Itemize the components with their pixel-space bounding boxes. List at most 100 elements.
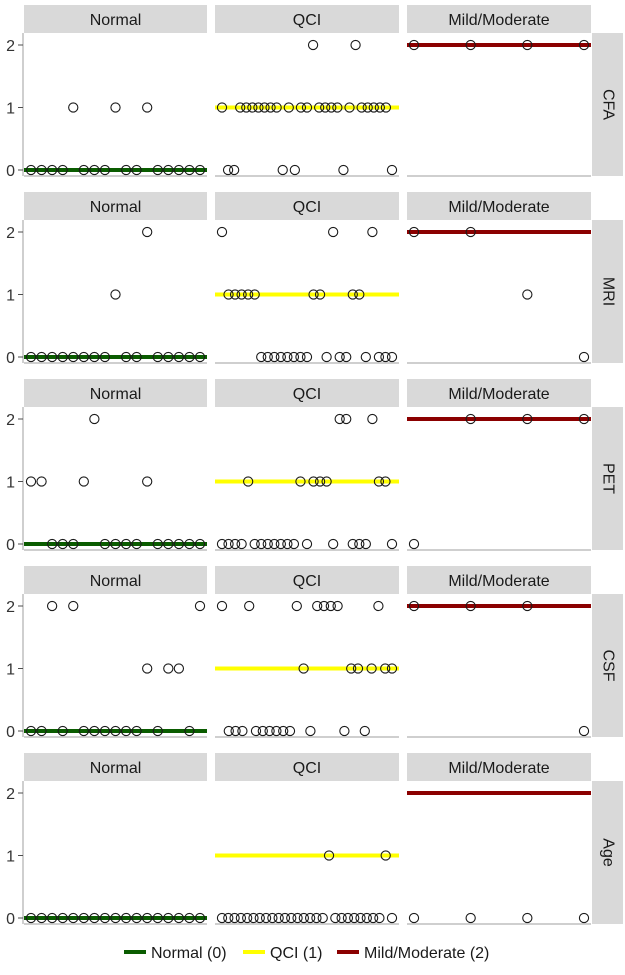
data-point-normal-age — [89, 912, 100, 924]
data-point-qci-pet — [341, 413, 352, 425]
data-point-qci-cfa — [277, 164, 288, 176]
strip-normal-mri — [24, 192, 207, 220]
data-point-normal-pet — [25, 476, 37, 487]
panel-bg — [407, 220, 591, 363]
data-point-qci-csf — [278, 725, 289, 737]
data-point-normal-mri — [194, 351, 206, 363]
strip-qci-pet — [215, 379, 399, 407]
data-point-normal-age — [142, 912, 153, 924]
data-point-normal-csf — [57, 725, 68, 737]
data-point-mild-moderate-pet — [465, 413, 476, 425]
data-point-qci-cfa — [386, 164, 398, 176]
data-point-normal-cfa — [68, 102, 79, 113]
data-point-normal-cfa — [131, 164, 142, 176]
data-point-normal-age — [184, 912, 195, 924]
data-point-normal-cfa — [25, 164, 37, 176]
data-point-normal-age — [68, 912, 79, 924]
data-point-qci-pet — [308, 476, 319, 487]
strip-qci-csf — [215, 566, 399, 594]
data-point-normal-mri — [36, 351, 47, 363]
data-point-qci-mri — [223, 289, 234, 300]
data-point-qci-age — [374, 912, 385, 924]
y-tick-label: 2 — [6, 225, 15, 242]
data-point-qci-mri — [295, 351, 306, 363]
data-point-qci-csf — [332, 600, 343, 612]
data-point-normal-age — [78, 912, 89, 924]
data-point-qci-mri — [243, 289, 254, 300]
data-point-qci-mri — [216, 226, 228, 238]
data-point-normal-age — [57, 912, 68, 924]
data-point-qci-cfa — [247, 102, 258, 113]
data-point-qci-age — [216, 912, 228, 924]
data-point-normal-mri — [152, 351, 163, 363]
data-point-qci-age — [229, 912, 240, 924]
data-point-mild-moderate-csf — [465, 600, 476, 612]
data-point-qci-mri — [269, 351, 280, 363]
row-label-cfa: CFA — [599, 89, 616, 120]
data-point-qci-cfa — [222, 164, 234, 176]
row-label-age: Age — [599, 838, 616, 867]
strip-mild-moderate-pet — [407, 379, 591, 407]
data-point-normal-mri — [78, 351, 89, 363]
y-tick-label: 0 — [6, 350, 15, 367]
strip-label-normal: Normal — [90, 760, 142, 777]
data-point-qci-cfa — [271, 102, 282, 113]
data-point-normal-mri — [142, 226, 153, 238]
data-point-qci-mri — [308, 289, 319, 300]
data-point-normal-cfa — [184, 164, 195, 176]
data-point-qci-csf — [298, 663, 309, 674]
panel-bg — [407, 33, 591, 176]
data-point-normal-pet — [142, 476, 153, 487]
data-point-qci-csf — [223, 725, 234, 737]
y-tick-label: 2 — [6, 38, 15, 55]
strip-label-normal: Normal — [90, 573, 142, 590]
data-point-qci-cfa — [326, 102, 337, 113]
data-point-mild-moderate-pet — [578, 413, 590, 425]
data-point-qci-mri — [275, 351, 286, 363]
row-label-pet: PET — [599, 463, 616, 494]
data-point-qci-age — [386, 912, 398, 924]
data-point-normal-cfa — [173, 164, 185, 176]
data-point-qci-csf — [271, 725, 282, 737]
data-point-qci-pet — [223, 538, 234, 550]
data-point-qci-mri — [373, 351, 385, 363]
data-point-qci-csf — [244, 600, 255, 612]
data-point-normal-csf — [99, 725, 111, 737]
panel-bg — [24, 220, 207, 363]
data-point-normal-age — [110, 912, 121, 924]
data-point-mild-moderate-mri — [408, 226, 420, 238]
data-point-mild-moderate-age — [408, 912, 420, 924]
strip-normal-pet — [24, 379, 207, 407]
data-point-mild-moderate-mri — [578, 351, 590, 363]
data-point-qci-cfa — [235, 102, 246, 113]
data-point-normal-mri — [110, 289, 121, 300]
data-point-qci-pet — [229, 538, 241, 550]
data-point-qci-pet — [373, 476, 385, 487]
data-point-qci-cfa — [332, 102, 343, 113]
legend-label-qci-1: QCI (1) — [270, 945, 322, 962]
legend-label-mild-moderate-2: Mild/Moderate (2) — [364, 945, 489, 962]
data-point-qci-cfa — [259, 102, 270, 113]
data-point-qci-csf — [352, 663, 364, 674]
data-point-normal-cfa — [142, 102, 153, 113]
data-point-qci-cfa — [313, 102, 325, 113]
y-tick-label: 0 — [6, 724, 15, 741]
data-point-normal-cfa — [36, 164, 47, 176]
data-point-normal-pet — [184, 538, 195, 550]
data-point-qci-age — [298, 912, 310, 924]
data-point-qci-cfa — [338, 164, 349, 176]
data-point-qci-age — [292, 912, 303, 924]
data-point-normal-mri — [120, 351, 132, 363]
data-point-normal-csf — [163, 663, 174, 674]
strip-normal-cfa — [24, 5, 207, 33]
y-tick-label: 2 — [6, 599, 15, 616]
data-point-qci-pet — [269, 538, 280, 550]
strip-mild-moderate-csf — [407, 566, 591, 594]
data-point-normal-pet — [152, 538, 163, 550]
data-point-normal-mri — [89, 351, 100, 363]
row-label-mri: MRI — [599, 277, 616, 306]
panel-bg — [24, 33, 207, 176]
data-point-normal-pet — [110, 538, 121, 550]
data-point-normal-cfa — [120, 164, 132, 176]
data-point-normal-cfa — [163, 164, 174, 176]
